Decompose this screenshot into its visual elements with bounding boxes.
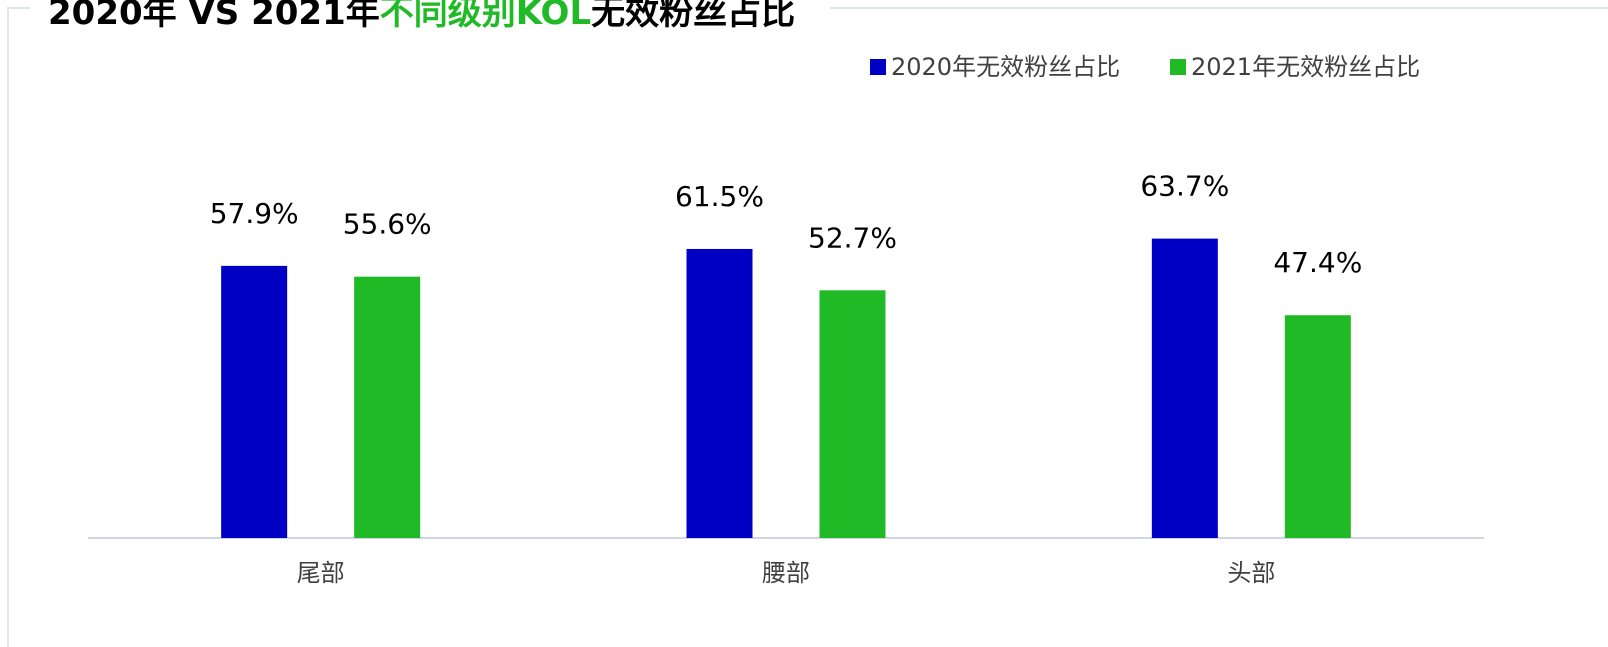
bar (686, 248, 753, 538)
data-label: 55.6% (343, 208, 432, 241)
bar (1284, 315, 1351, 538)
legend-swatch (1170, 59, 1186, 75)
title-part: 2020年 VS 2021年 (48, 0, 380, 33)
data-label: 52.7% (808, 221, 897, 254)
legend-label: 2021年无效粉丝占比 (1191, 53, 1420, 81)
chart-title: 2020年 VS 2021年不同级别KOL无效粉丝占比 (48, 0, 795, 33)
bar (221, 265, 288, 538)
title-part: 不同级别KOL (380, 0, 591, 33)
bar (1151, 238, 1218, 539)
x-tick-label: 尾部 (297, 559, 345, 587)
data-label: 47.4% (1273, 246, 1362, 279)
x-tick-label: 腰部 (762, 559, 810, 587)
bar (819, 290, 886, 538)
data-label: 63.7% (1140, 170, 1229, 203)
data-label: 57.9% (210, 197, 299, 230)
x-tick-label: 头部 (1227, 559, 1275, 587)
legend-swatch (870, 59, 886, 75)
frame (7, 7, 1608, 647)
legend-label: 2020年无效粉丝占比 (891, 53, 1120, 81)
bar (354, 276, 421, 538)
title-part: 无效粉丝占比 (591, 0, 795, 33)
data-label: 61.5% (675, 180, 764, 213)
